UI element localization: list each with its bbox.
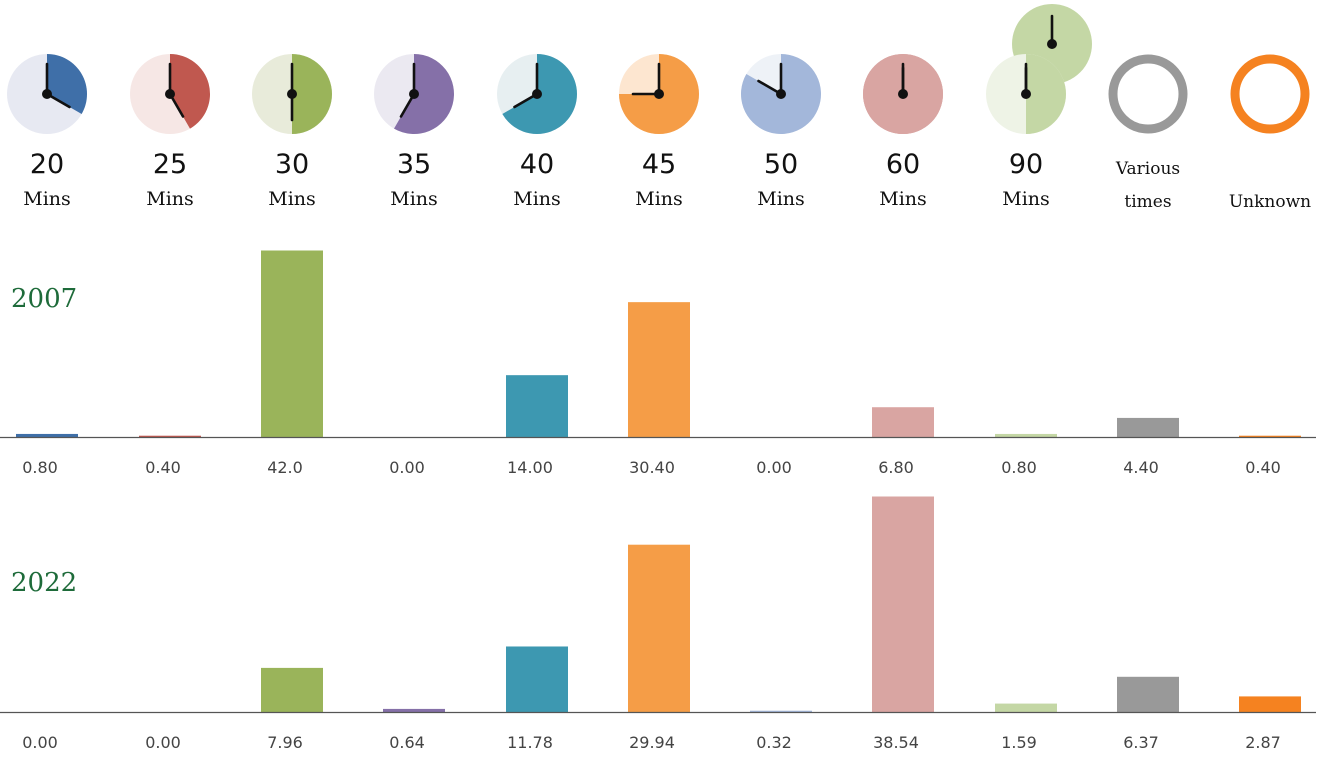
value-label: 42.0 bbox=[267, 458, 303, 477]
value-label: 0.64 bbox=[389, 733, 425, 752]
value-label: 4.40 bbox=[1123, 458, 1159, 477]
legend-unit-label: Mins bbox=[390, 188, 438, 210]
legend-unit-label: Mins bbox=[1002, 188, 1050, 210]
legend-number-label: 50 bbox=[764, 149, 798, 180]
clock-50-hands-icon bbox=[757, 62, 786, 99]
value-label: 7.96 bbox=[267, 733, 303, 752]
bar-2022-9 bbox=[1117, 676, 1179, 713]
legend-label-line2: times bbox=[1124, 192, 1171, 212]
legend-number-label: 40 bbox=[520, 149, 554, 180]
clock-90-hands-icon bbox=[1021, 62, 1031, 99]
legend-number-label: 45 bbox=[642, 149, 676, 180]
clock-90-wedge-icon bbox=[1026, 54, 1066, 134]
ring-various-icon bbox=[1108, 54, 1188, 134]
legend-unit-label: Mins bbox=[268, 188, 316, 210]
bar-2007-8 bbox=[995, 433, 1057, 438]
bar-2022-2 bbox=[261, 667, 323, 713]
clock-35-hands-icon bbox=[399, 62, 419, 118]
value-label: 0.00 bbox=[22, 733, 58, 752]
value-label: 0.80 bbox=[22, 458, 58, 477]
panel-2007: 2007 0.80 0.40 42.0 0.00 14.00 30.40 0.00 6.80 0… bbox=[0, 250, 1316, 477]
bar-2007-1 bbox=[139, 435, 201, 438]
value-label: 0.32 bbox=[756, 733, 792, 752]
clock-30-hands-icon bbox=[287, 62, 297, 122]
value-label: 14.00 bbox=[507, 458, 553, 477]
value-label: 0.40 bbox=[1245, 458, 1281, 477]
value-label: 0.80 bbox=[1001, 458, 1037, 477]
bar-2022-3 bbox=[383, 708, 445, 713]
legend-number-label: 30 bbox=[275, 149, 309, 180]
legend: 20 Mins 25 Mins 30 Mins 35 Mins 40 Mins 45 Mins 50 Mi… bbox=[7, 4, 1311, 212]
value-label: 2.87 bbox=[1245, 733, 1281, 752]
value-label: 6.80 bbox=[878, 458, 914, 477]
value-label: 0.40 bbox=[145, 458, 181, 477]
clock-20-hands-icon bbox=[42, 62, 71, 109]
year-label-2007: 2007 bbox=[11, 284, 77, 314]
bar-2022-4 bbox=[506, 646, 568, 713]
legend-number-label: 35 bbox=[397, 149, 431, 180]
value-label: 0.00 bbox=[756, 458, 792, 477]
bar-2022-6 bbox=[750, 710, 812, 713]
bar-2022-10 bbox=[1239, 696, 1301, 713]
ring-unknown-icon bbox=[1230, 54, 1310, 134]
legend-number-label: 20 bbox=[30, 149, 64, 180]
clock-90-top-hand-icon bbox=[1047, 14, 1057, 49]
value-label: 29.94 bbox=[629, 733, 675, 752]
year-label-2022: 2022 bbox=[11, 568, 77, 598]
bar-2022-8 bbox=[995, 703, 1057, 713]
clock-35-wedge-icon bbox=[394, 54, 454, 134]
value-label: 1.59 bbox=[1001, 733, 1037, 752]
bar-2007-5 bbox=[628, 302, 690, 438]
bar-2007-4 bbox=[506, 375, 568, 438]
bar-2007-10 bbox=[1239, 435, 1301, 438]
value-label: 0.00 bbox=[389, 458, 425, 477]
clock-25-hands-icon bbox=[165, 62, 185, 118]
clock-60-hands-icon bbox=[898, 62, 908, 99]
legend-unit-label: Mins bbox=[513, 188, 561, 210]
value-label: 0.00 bbox=[145, 733, 181, 752]
legend-label-line1: Various bbox=[1115, 159, 1180, 179]
legend-number-label: 90 bbox=[1009, 149, 1043, 180]
legend-unit-label: Mins bbox=[757, 188, 805, 210]
bar-2007-7 bbox=[872, 407, 934, 438]
legend-unit-label: Mins bbox=[879, 188, 927, 210]
legend-number-label: 60 bbox=[886, 149, 920, 180]
clock-30-wedge-icon bbox=[292, 54, 332, 134]
bar-2007-2 bbox=[261, 250, 323, 438]
clock-40-hands-icon bbox=[513, 62, 542, 109]
value-label: 38.54 bbox=[873, 733, 919, 752]
legend-number-label: 25 bbox=[153, 149, 187, 180]
panel-2022: 2022 0.00 0.00 7.96 0.64 11.78 29.94 0.32 38.54… bbox=[0, 496, 1316, 752]
value-label: 6.37 bbox=[1123, 733, 1159, 752]
bar-2022-5 bbox=[628, 544, 690, 713]
bar-2007-9 bbox=[1117, 417, 1179, 438]
clock-45-hands-icon bbox=[631, 62, 664, 99]
legend-unit-label: Mins bbox=[635, 188, 683, 210]
legend-unit-label: Mins bbox=[146, 188, 194, 210]
bar-2007-0 bbox=[16, 433, 78, 438]
legend-unit-label: Mins bbox=[23, 188, 71, 210]
legend-label-line2: Unknown bbox=[1229, 192, 1311, 212]
value-label: 30.40 bbox=[629, 458, 675, 477]
value-label: 11.78 bbox=[507, 733, 553, 752]
bar-2022-7 bbox=[872, 496, 934, 713]
